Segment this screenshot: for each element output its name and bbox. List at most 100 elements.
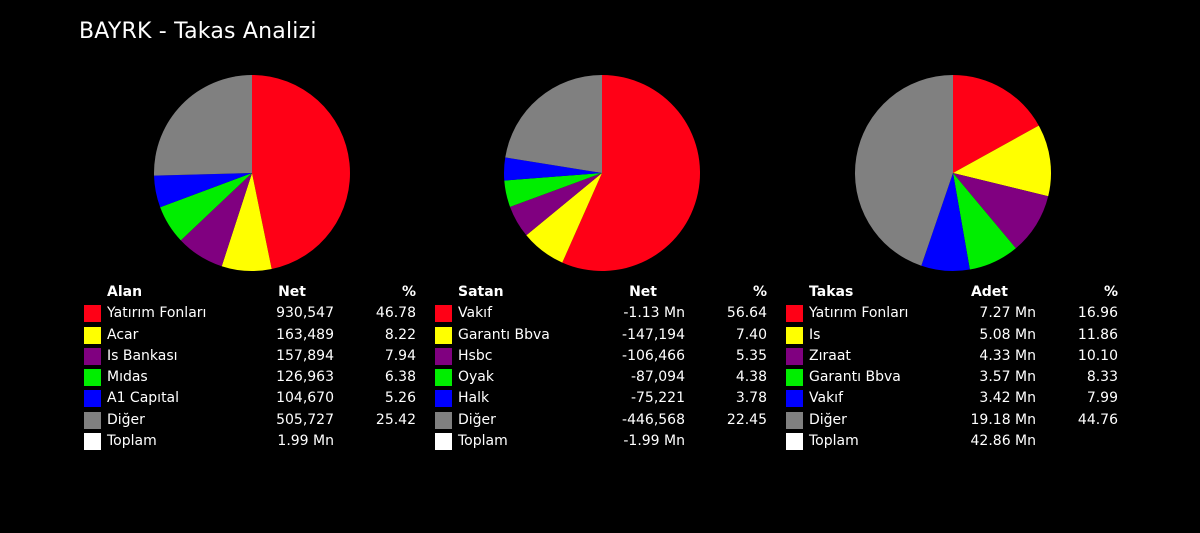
takas-pie-slice-3: [953, 173, 1016, 270]
alan-legend-label: A1 Capıtal: [107, 390, 180, 407]
satan-pie-slice-5: [505, 75, 602, 173]
alan-legend-row: Is Bankası 157,894 7.94: [84, 346, 424, 367]
takas-legend-pct: 44.76: [1077, 411, 1118, 428]
takas-legend-pct: 8.33: [1086, 369, 1118, 386]
satan-legend-row: Vakıf -1.13 Mn 56.64: [435, 303, 775, 324]
satan-legend-row: Garantı Bbva -147,194 7.40: [435, 325, 775, 346]
takas-legend-value: 42.86 Mn: [970, 433, 1036, 450]
alan-header-value: Net: [278, 284, 306, 300]
alan-legend-value: 157,894: [276, 347, 334, 364]
alan-legend-label: Is Bankası: [107, 347, 178, 364]
satan-legend-pct: 7.40: [735, 326, 767, 343]
satan-legend-swatch: [435, 347, 452, 365]
satan-legend-swatch: [435, 369, 452, 387]
takas-legend-pct: 16.96: [1077, 305, 1118, 322]
satan-legend-label: Garantı Bbva: [458, 326, 550, 343]
takas-legend-value: 4.33 Mn: [979, 347, 1036, 364]
takas-legend-pct: 10.10: [1077, 347, 1118, 364]
satan-header-name: Satan: [458, 284, 504, 300]
alan-legend-row: Yatırım Fonları 930,547 46.78: [84, 303, 424, 324]
page-title: BAYRK - Takas Analizi: [79, 19, 317, 44]
alan-legend-value: 1.99 Mn: [277, 433, 334, 450]
takas-legend-row: Toplam 42.86 Mn: [786, 431, 1126, 452]
takas-pie-slice-0: [953, 75, 1039, 173]
takas-legend-row: Vakıf 3.42 Mn 7.99: [786, 388, 1126, 409]
alan-legend-label: Toplam: [107, 433, 157, 450]
takas-pie-chart: [854, 74, 1052, 272]
satan-legend-value: -1.13 Mn: [623, 305, 685, 322]
takas-table-header: Takas Adet%: [786, 282, 1126, 303]
takas-legend-value: 3.57 Mn: [979, 369, 1036, 386]
alan-legend-value: 126,963: [276, 369, 334, 386]
takas-legend-row: Is 5.08 Mn 11.86: [786, 325, 1126, 346]
alan-legend-pct: 5.26: [384, 390, 416, 407]
satan-legend-pct: 4.38: [735, 369, 767, 386]
satan-table-header: Satan Net%: [435, 282, 775, 303]
takas-pie-slice-5: [854, 74, 953, 266]
satan-legend-table: Satan Net% Vakıf -1.13 Mn 56.64 Garantı Bbva -…: [435, 282, 775, 452]
alan-pie-slice-3: [160, 173, 252, 241]
satan-legend-pct: 5.35: [735, 347, 767, 364]
takas-pie-slice-4: [921, 173, 970, 272]
takas-legend-value: 7.27 Mn: [979, 305, 1036, 322]
satan-legend-swatch: [435, 305, 452, 323]
satan-legend-value: -75,221: [630, 390, 685, 407]
takas-header-value: Adet: [970, 284, 1008, 300]
satan-legend-pct: 56.64: [726, 305, 767, 322]
alan-pie-slice-5: [153, 74, 252, 176]
alan-legend-row: Acar 163,489 8.22: [84, 325, 424, 346]
takas-legend-label: Diğer: [809, 411, 847, 428]
takas-legend-swatch: [786, 305, 803, 323]
satan-header-value: Net: [629, 284, 657, 300]
alan-legend-row: Diğer 505,727 25.42: [84, 410, 424, 431]
takas-legend-swatch: [786, 347, 803, 365]
takas-legend-swatch: [786, 390, 803, 408]
alan-legend-row: A1 Capıtal 104,670 5.26: [84, 388, 424, 409]
alan-table-header: Alan Net%: [84, 282, 424, 303]
alan-legend-table: Alan Net% Yatırım Fonları 930,547 46.78 Acar 1…: [84, 282, 424, 452]
takas-pie-slice-2: [953, 173, 1049, 249]
takas-legend-table: Takas Adet% Yatırım Fonları 7.27 Mn 16.96 Is 5…: [786, 282, 1126, 452]
alan-legend-value: 930,547: [276, 305, 334, 322]
takas-legend-pct: 11.86: [1077, 326, 1118, 343]
alan-header-name: Alan: [107, 284, 143, 300]
takas-legend-row: Garantı Bbva 3.57 Mn 8.33: [786, 367, 1126, 388]
takas-legend-value: 3.42 Mn: [979, 390, 1036, 407]
alan-legend-swatch: [84, 411, 101, 429]
alan-legend-swatch: [84, 433, 101, 451]
satan-pie-chart: [503, 75, 701, 271]
takas-header-name: Takas: [809, 284, 854, 300]
takas-legend-row: Diğer 19.18 Mn 44.76: [786, 410, 1126, 431]
alan-legend-value: 163,489: [276, 326, 334, 343]
satan-legend-pct: 3.78: [735, 390, 767, 407]
satan-legend-value: -87,094: [630, 369, 685, 386]
satan-legend-value: -147,194: [622, 326, 685, 343]
alan-legend-swatch: [84, 326, 101, 344]
takas-legend-label: Garantı Bbva: [809, 369, 901, 386]
satan-legend-label: Halk: [458, 390, 490, 407]
alan-legend-label: Diğer: [107, 411, 145, 428]
takas-legend-label: Vakıf: [809, 390, 843, 407]
alan-legend-value: 104,670: [276, 390, 334, 407]
alan-legend-label: Yatırım Fonları: [107, 305, 207, 322]
satan-pie-slice-0: [562, 75, 701, 271]
alan-pie-slice-4: [154, 173, 252, 208]
alan-pie-slice-2: [180, 173, 252, 267]
satan-legend-label: Diğer: [458, 411, 496, 428]
alan-pie-slice-0: [252, 75, 350, 269]
alan-legend-pct: 6.38: [384, 369, 416, 386]
satan-legend-label: Vakıf: [458, 305, 492, 322]
alan-legend-swatch: [84, 305, 101, 323]
satan-legend-row: Oyak -87,094 4.38: [435, 367, 775, 388]
takas-legend-swatch: [786, 411, 803, 429]
satan-legend-value: -106,466: [622, 347, 685, 364]
takas-legend-row: Yatırım Fonları 7.27 Mn 16.96: [786, 303, 1126, 324]
alan-legend-label: Acar: [107, 326, 139, 343]
satan-legend-value: -1.99 Mn: [623, 433, 685, 450]
alan-legend-swatch: [84, 369, 101, 387]
takas-legend-pct: 7.99: [1086, 390, 1118, 407]
alan-legend-pct: 25.42: [375, 411, 416, 428]
satan-header-pct: %: [752, 284, 767, 300]
satan-legend-swatch: [435, 411, 452, 429]
satan-legend-label: Toplam: [458, 433, 508, 450]
